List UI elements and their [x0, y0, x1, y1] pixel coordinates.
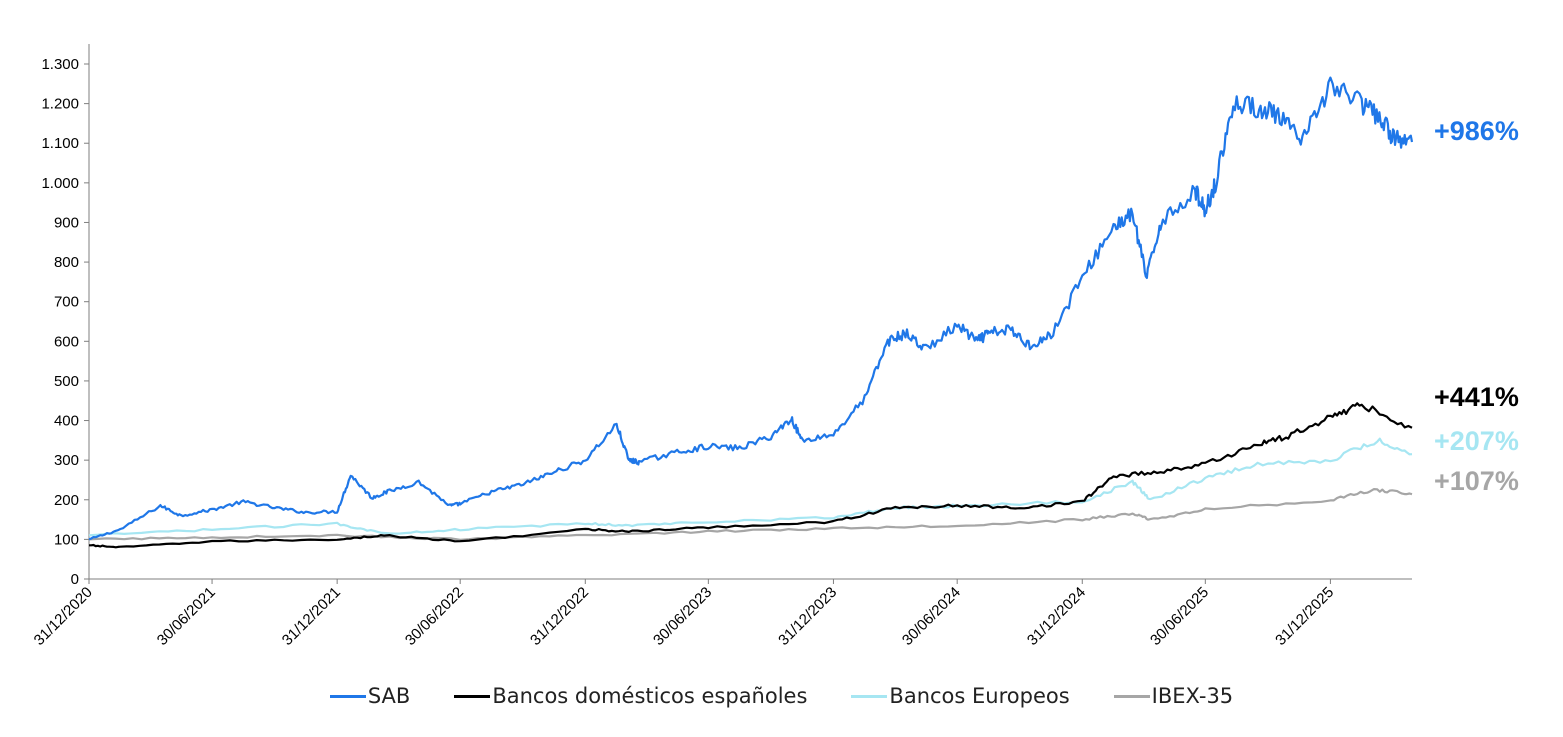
series-lines — [88, 76, 1414, 549]
y-tick-label: 300 — [54, 452, 79, 469]
legend-label-bancos-domesticos: Bancos domésticos españoles — [492, 684, 808, 708]
legend-item-ibex-35: IBEX-35 — [1113, 684, 1234, 708]
axes — [88, 44, 1412, 580]
y-tick-label: 900 — [54, 214, 79, 231]
y-tick-label: 100 — [54, 531, 79, 548]
end-label-sab: +986% — [1434, 116, 1519, 146]
y-tick-label: 0 — [71, 571, 79, 588]
y-tick-label: 500 — [54, 373, 79, 390]
y-tick-label: 800 — [54, 254, 79, 271]
x-tick-label: 31/12/2020 — [31, 584, 96, 649]
legend-swatch-ibex-35 — [1113, 694, 1150, 698]
x-tick-label: 30/06/2022 — [402, 584, 467, 649]
legend-item-bancos-europeos: Bancos Europeos — [851, 684, 1070, 708]
legend-item-sab: SAB — [329, 684, 411, 708]
y-tick-label: 1.300 — [41, 56, 79, 73]
y-tick-label: 600 — [54, 333, 79, 350]
y-tick-label: 1.100 — [41, 135, 79, 152]
series-line-bancos-domesticos — [89, 402, 1413, 549]
end-label-bancos-domesticos: +441% — [1434, 382, 1519, 412]
series-end-labels: +107% +207% +441% +986% — [1434, 116, 1519, 496]
legend-swatch-bancos-domesticos — [454, 694, 491, 698]
legend-swatch-bancos-europeos — [851, 694, 888, 698]
legend-swatch-sab — [329, 694, 366, 698]
x-tick-label: 31/12/2025 — [1272, 584, 1337, 649]
x-tick-label: 30/06/2023 — [650, 584, 715, 649]
x-tick-label: 31/12/2023 — [775, 584, 840, 649]
line-chart: 0 100 200 300 400 500 600 700 800 900 1.000 1.100 1.… — [31, 44, 1519, 649]
series-line-bancos-europeos — [88, 437, 1413, 537]
x-tick-label: 30/06/2024 — [899, 584, 964, 649]
end-label-bancos-europeos: +207% — [1434, 426, 1519, 456]
x-axis-ticks: 31/12/2020 30/06/2021 31/12/2021 30/06/2022… — [31, 579, 1337, 649]
legend-label-bancos-europeos: Bancos Europeos — [889, 684, 1070, 708]
y-tick-label: 1.000 — [41, 175, 79, 192]
x-tick-label: 30/06/2021 — [154, 584, 219, 649]
y-tick-label: 700 — [54, 294, 79, 311]
x-tick-label: 30/06/2025 — [1147, 584, 1212, 649]
y-tick-label: 1.200 — [41, 96, 79, 113]
series-line-ibex-35 — [88, 488, 1413, 541]
end-label-ibex-35: +107% — [1434, 466, 1519, 496]
legend-label-sab: SAB — [367, 684, 411, 708]
x-tick-label: 31/12/2024 — [1024, 584, 1089, 649]
legend-item-bancos-domesticos: Bancos domésticos españoles — [454, 684, 807, 708]
y-tick-label: 200 — [54, 492, 79, 509]
legend-label-ibex-35: IBEX-35 — [1151, 684, 1234, 708]
y-tick-label: 400 — [54, 413, 79, 430]
series-line-sab — [88, 76, 1414, 541]
y-axis-ticks: 0 100 200 300 400 500 600 700 800 900 1.000 1.100 1.… — [41, 56, 89, 588]
legend: SAB Bancos domésticos españoles Bancos E… — [0, 684, 1563, 708]
x-tick-label: 31/12/2021 — [279, 584, 344, 649]
x-tick-label: 31/12/2022 — [527, 584, 592, 649]
